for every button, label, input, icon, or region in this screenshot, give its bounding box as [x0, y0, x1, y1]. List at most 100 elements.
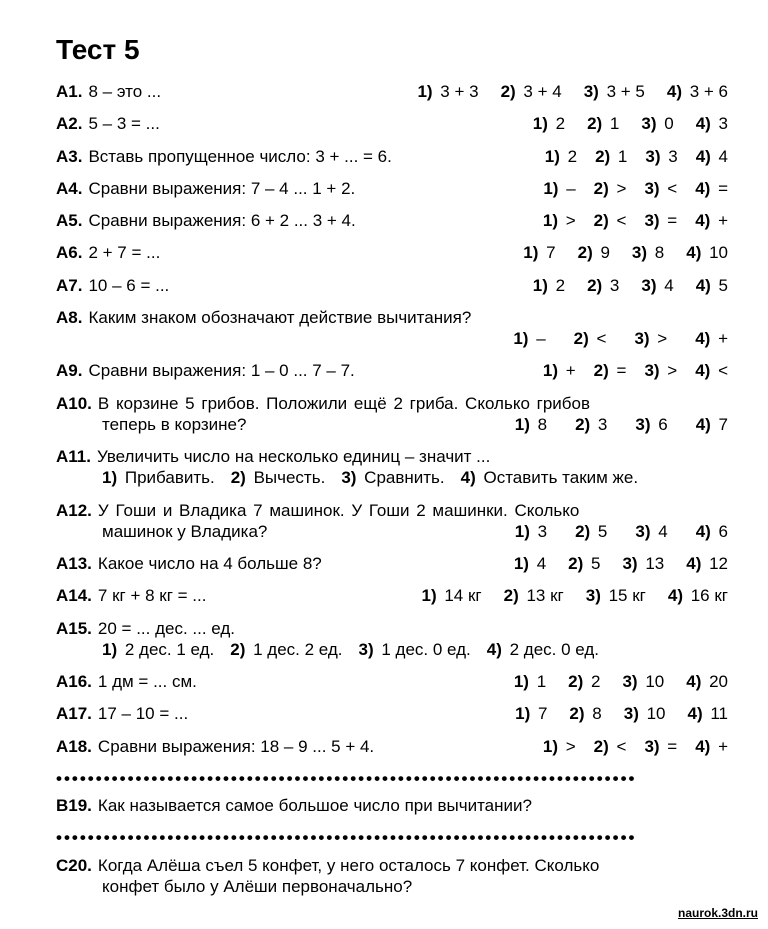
question: A14.7 кг + 8 кг = ...1) 14 кг2) 13 кг3) …: [56, 585, 728, 606]
options: 1) 7 2) 9 3) 8 4) 10: [523, 242, 728, 263]
question-label: A18.: [56, 736, 92, 757]
answer-option: 2) 8: [569, 703, 601, 724]
question-label: A15.: [56, 618, 92, 639]
answer-option: 3) 10: [624, 703, 666, 724]
answer-option: 3) 4: [635, 521, 667, 542]
question-label: A2.: [56, 113, 82, 134]
answer-option: 3) 3 + 5: [584, 81, 645, 102]
question-text-cont: машинок у Владика?: [102, 521, 267, 542]
answer-option: 1) 2: [533, 113, 565, 134]
answer-option: 2) 1: [587, 113, 619, 134]
question-text: Какое число на 4 больше 8?: [98, 553, 322, 574]
question-label: A11.: [56, 446, 91, 467]
question-label: A7.: [56, 275, 82, 296]
answer-option: 2) 9: [578, 242, 610, 263]
question-text: 8 – это ...: [88, 81, 161, 102]
answer-option: 3) >: [634, 328, 667, 349]
question-label: A16.: [56, 671, 92, 692]
answer-option: 1) 2: [545, 146, 577, 167]
answer-option: 4) 4: [696, 146, 728, 167]
options: 1) 22) 33) 44) 5: [533, 275, 728, 296]
question-label: A5.: [56, 210, 82, 231]
question-label: A1.: [56, 81, 82, 102]
answer-option: 2) 3 + 4: [501, 81, 562, 102]
question-text: Увеличить число на несколько единиц – зн…: [97, 446, 490, 467]
answer-option: 1) Прибавить.: [102, 467, 215, 488]
question-label: A6.: [56, 242, 82, 263]
options: 1) >2) <3) =4) +: [543, 736, 728, 757]
separator: ••••••••••••••••••••••••••••••••••••••••…: [56, 827, 728, 848]
answer-option: 2) 2: [568, 671, 600, 692]
answer-option: 3) 0: [641, 113, 673, 134]
answer-option: 2) =: [594, 360, 627, 381]
answer-option: 1) 3 + 3: [417, 81, 478, 102]
answer-option: 4) Оставить таким же.: [461, 467, 638, 488]
answer-option: 1) 1: [514, 671, 546, 692]
answer-option: 1) >: [543, 210, 576, 231]
question: A1.8 – это ...1) 3 + 32) 3 + 43) 3 + 54)…: [56, 81, 728, 102]
answer-option: 3) <: [644, 178, 677, 199]
options: 1) –2) >3) <4) =: [543, 178, 728, 199]
answer-option: 2) 1 дес. 2 ед.: [230, 639, 342, 660]
options: 1) 3 + 32) 3 + 43) 3 + 54) 3 + 6: [417, 81, 728, 102]
answer-option: 2) >: [594, 178, 627, 199]
options: 1) +2) =3) >4) <: [543, 360, 728, 381]
answer-option: 2) 13 кг: [504, 585, 564, 606]
answer-option: 3) 1 дес. 0 ед.: [359, 639, 471, 660]
question-label: A10.: [56, 393, 92, 414]
answer-option: 2) 3: [575, 414, 607, 435]
answer-option: 4) 10: [686, 242, 728, 263]
question: A17.17 – 10 = ...1) 72) 83) 104) 11: [56, 703, 728, 724]
options: 1) 12) 23) 104) 20: [514, 671, 728, 692]
question: A18.Сравни выражения: 18 – 9 ... 5 + 4.1…: [56, 736, 728, 757]
question-text: 10 – 6 = ...: [88, 275, 169, 296]
answer-option: 3) Сравнить.: [341, 467, 444, 488]
options: 1) 42) 53) 134) 12: [514, 553, 728, 574]
question: A3.Вставь пропущенное число: 3 + ... = 6…: [56, 146, 728, 167]
question-text: 7 кг + 8 кг = ...: [98, 585, 207, 606]
answer-option: 3) 8: [632, 242, 664, 263]
answer-option: 4) 5: [696, 275, 728, 296]
question: A10. В корзине 5 грибов. Положили ещё 2 г…: [56, 393, 728, 436]
answer-option: 4) 11: [688, 703, 729, 724]
question-label: A4.: [56, 178, 82, 199]
answer-option: 4) <: [695, 360, 728, 381]
answer-option: 1) –: [543, 178, 575, 199]
question-text: Сравни выражения: 7 – 4 ... 1 + 2.: [88, 178, 355, 199]
separator: ••••••••••••••••••••••••••••••••••••••••…: [56, 768, 728, 789]
question: A4. Сравни выражения: 7 – 4 ... 1 + 2. 1) …: [56, 178, 728, 199]
question-text: 5 – 3 = ...: [88, 113, 159, 134]
answer-option: 4) 7: [696, 414, 728, 435]
answer-option: 1) 7: [523, 242, 555, 263]
answer-option: 4) 3: [696, 113, 728, 134]
question-text: 2 + 7 = ...: [88, 242, 160, 263]
question-text: 17 – 10 = ...: [98, 703, 188, 724]
question: A2. 5 – 3 = ... 1) 2 2) 1 3) 0 4) 3: [56, 113, 728, 134]
question: A12.У Гоши и Владика 7 машинок. У Гоши 2…: [56, 500, 728, 543]
question: A16.1 дм = ... см.1) 12) 23) 104) 20: [56, 671, 728, 692]
options: 1) 14 кг2) 13 кг3) 15 кг4) 16 кг: [422, 585, 729, 606]
question-label: A3.: [56, 146, 82, 167]
options: 1) 82) 33) 64) 7: [515, 414, 728, 435]
answer-option: 1) 4: [514, 553, 546, 574]
options: 1) 2 дес. 1 ед.2) 1 дес. 2 ед.3) 1 дес. …: [102, 639, 728, 660]
options: 1) Прибавить. 2) Вычесть. 3) Сравнить. 4) О…: [102, 467, 728, 488]
question-text: 1 дм = ... см.: [98, 671, 197, 692]
question-text: В корзине 5 грибов. Положили ещё 2 гриба…: [98, 393, 590, 414]
answer-option: 2) 3: [587, 275, 619, 296]
question: A9.Сравни выражения: 1 – 0 ... 7 – 7.1) …: [56, 360, 728, 381]
answer-option: 3) 4: [641, 275, 673, 296]
answer-option: 3) 15 кг: [586, 585, 646, 606]
answer-option: 4) +: [695, 736, 728, 757]
answer-option: 2) 5: [568, 553, 600, 574]
options: 1) 2 2) 1 3) 0 4) 3: [533, 113, 728, 134]
answer-option: 3) =: [644, 210, 677, 231]
answer-option: 1) 7: [515, 703, 547, 724]
options: 1) 32) 53) 44) 6: [515, 521, 728, 542]
answer-option: 4) 6: [696, 521, 728, 542]
question-label: C20.: [56, 855, 92, 876]
answer-option: 2) Вычесть.: [231, 467, 326, 488]
questions-container: A1. 8 – это ... 1) 3 + 3 2) 3 + 4 3) 3 + 5 4)…: [56, 81, 728, 757]
options: 1) 7 2) 8 3) 10 4) 11: [515, 703, 728, 724]
answer-option: 2) <: [594, 210, 627, 231]
